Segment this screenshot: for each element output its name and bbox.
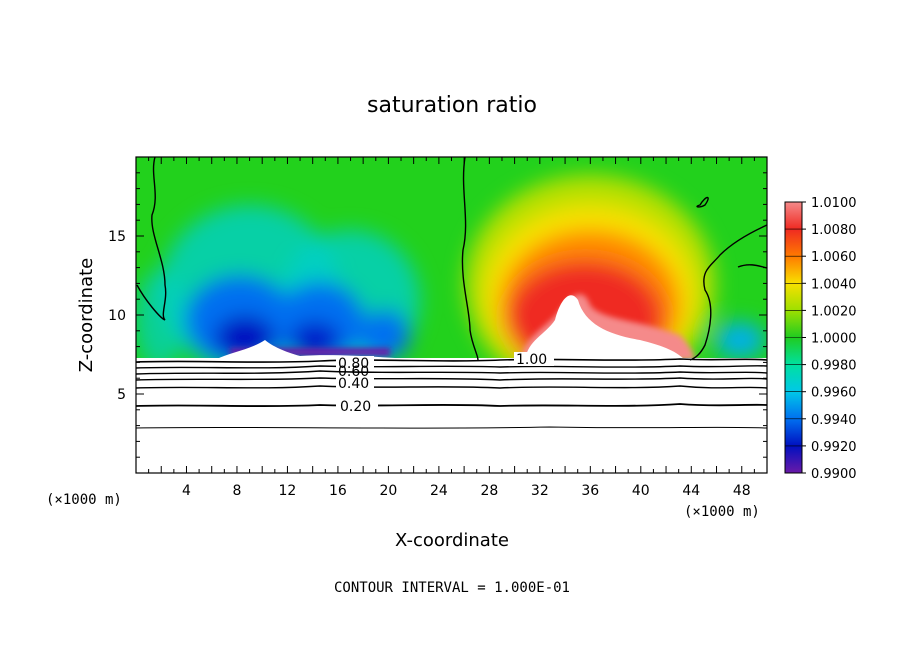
x-tick-label: 12 bbox=[279, 483, 297, 499]
colorbar-tick-label: 0.9960 bbox=[811, 386, 857, 401]
colorbar-tick-label: 1.0060 bbox=[811, 250, 857, 265]
colorbar-tick-label: 1.0080 bbox=[811, 223, 857, 238]
colorbar-tick-label: 0.9940 bbox=[811, 413, 857, 428]
contour-label: 0.80 bbox=[338, 356, 369, 372]
colorbar-tick-label: 1.0020 bbox=[811, 304, 857, 319]
x-tick-label: 40 bbox=[632, 483, 650, 499]
y-tick-label: 15 bbox=[108, 229, 126, 245]
x-tick-label: 28 bbox=[480, 483, 498, 499]
y-axis: 5 10 15 bbox=[108, 172, 767, 458]
colorbar-tick-label: 1.0040 bbox=[811, 277, 857, 292]
colorbar: 1.0100 1.0080 1.0060 1.0040 1.0020 1.0000 0.99… bbox=[784, 196, 857, 482]
contour-label: 0.20 bbox=[340, 399, 371, 415]
x-tick-label: 24 bbox=[430, 483, 448, 499]
x-tick-label: 32 bbox=[531, 483, 549, 499]
x-tick-label: 48 bbox=[733, 483, 751, 499]
x-tick-label: 8 bbox=[232, 483, 241, 499]
chart-title: saturation ratio bbox=[367, 93, 537, 118]
y-tick-label: 10 bbox=[108, 308, 126, 324]
contour-label: 0.60 bbox=[338, 364, 369, 380]
y-axis-label: Z-coordinate bbox=[76, 258, 97, 373]
contour-labels: 0.80 0.60 0.40 0.20 1.00 bbox=[336, 352, 554, 415]
y-tick-label: 5 bbox=[117, 387, 126, 403]
heatmap-field bbox=[136, 157, 767, 473]
x-unit-right: (×1000 m) bbox=[684, 504, 760, 520]
contour-lines bbox=[136, 157, 767, 429]
x-tick-label: 36 bbox=[581, 483, 599, 499]
contour-interval-note: CONTOUR INTERVAL = 1.000E-01 bbox=[334, 580, 570, 596]
x-unit-left: (×1000 m) bbox=[46, 492, 122, 508]
x-axis-label: X-coordinate bbox=[395, 530, 509, 551]
colorbar-tick-label: 0.9980 bbox=[811, 359, 857, 374]
colorbar-tick-label: 1.0100 bbox=[811, 196, 857, 211]
colorbar-tick-label: 1.0000 bbox=[811, 332, 857, 347]
colorbar-tick-label: 0.9920 bbox=[811, 440, 857, 455]
contour-label: 1.00 bbox=[516, 352, 547, 368]
colorbar-tick-label: 0.9900 bbox=[811, 467, 857, 482]
contour-label: 0.40 bbox=[338, 376, 369, 392]
x-axis: 4 8 12 16 20 24 28 32 36 40 44 48 bbox=[148, 157, 755, 499]
x-tick-label: 44 bbox=[682, 483, 700, 499]
x-tick-label: 16 bbox=[329, 483, 347, 499]
x-tick-label: 4 bbox=[182, 483, 191, 499]
x-tick-label: 20 bbox=[379, 483, 397, 499]
